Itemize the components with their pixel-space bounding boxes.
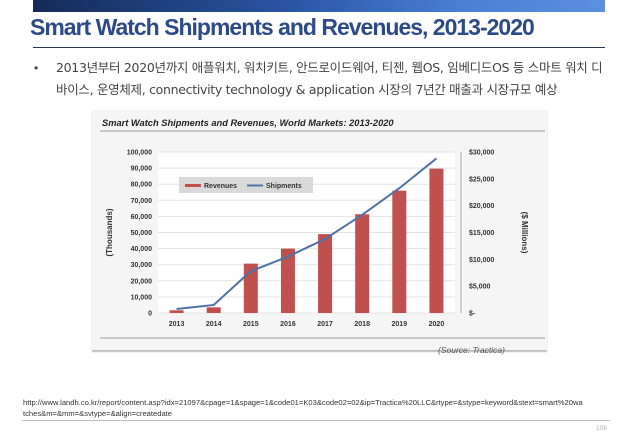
y-tick-right: $30,000: [469, 150, 494, 157]
y-tick-left: 60,000: [131, 214, 153, 221]
x-tick-label: 2018: [354, 321, 370, 328]
shipments-line: [176, 157, 438, 310]
y-tick-right: $-: [469, 311, 476, 318]
page-number: 108: [596, 425, 607, 432]
chart: Smart Watch Shipments and Revenues, Worl…: [100, 118, 545, 339]
revenues-bar: [429, 168, 444, 313]
footer-divider: [22, 420, 610, 421]
slide-title: Smart Watch Shipments and Revenues, 2013…: [30, 14, 535, 40]
y-tick-left: 30,000: [131, 262, 153, 269]
revenues-bar: [243, 263, 258, 313]
y-tick-left: 40,000: [131, 246, 153, 253]
revenues-bar: [169, 310, 184, 313]
chart-source: (Source: Tractica): [438, 345, 505, 355]
bullet-marker: •: [34, 61, 39, 75]
revenues-bar: [206, 307, 221, 313]
title-divider: [33, 47, 605, 48]
y-tick-left: 80,000: [131, 182, 153, 189]
y-tick-left: 100,000: [127, 150, 152, 157]
legend-revenues-label: Revenues: [204, 183, 237, 190]
y-tick-right: $25,000: [469, 176, 494, 183]
y-tick-right: $15,000: [469, 230, 494, 237]
revenues-bar: [355, 214, 370, 313]
y-tick-left: 20,000: [131, 278, 153, 285]
y-tick-left: 90,000: [131, 166, 153, 173]
legend-box: [179, 177, 313, 193]
x-tick-label: 2017: [317, 321, 333, 328]
x-tick-label: 2015: [243, 321, 259, 328]
revenues-bar: [392, 190, 407, 313]
chart-title: Smart Watch Shipments and Revenues, Worl…: [102, 118, 394, 128]
x-tick-label: 2013: [169, 321, 185, 328]
x-tick-label: 2014: [206, 321, 222, 328]
y-tick-left: 70,000: [131, 198, 153, 205]
x-tick-label: 2016: [280, 321, 296, 328]
x-tick-label: 2019: [392, 321, 408, 328]
legend-revenues-swatch: [185, 184, 201, 187]
y-tick-right: $20,000: [469, 203, 494, 210]
y-tick-left: 50,000: [131, 230, 153, 237]
revenues-bar: [280, 248, 295, 313]
y-tick-right: $5,000: [469, 284, 491, 291]
bullet-text: 2013년부터 2020년까지 애플워치, 워치키트, 안드로이드웨어, 티젠,…: [56, 60, 603, 97]
header-bar: [33, 0, 605, 12]
y-tick-right: $10,000: [469, 257, 494, 264]
y-tick-left: 10,000: [131, 294, 153, 301]
y-axis-label-left: (Thousands): [105, 208, 114, 256]
source-url: http://www.landh.co.kr/report/content.as…: [23, 398, 583, 418]
y-tick-left: 0: [148, 311, 152, 318]
y-axis-label-right: ($ Millions): [520, 212, 529, 254]
revenues-bar: [318, 234, 333, 313]
x-tick-label: 2020: [429, 321, 445, 328]
legend-shipments-label: Shipments: [266, 183, 302, 190]
